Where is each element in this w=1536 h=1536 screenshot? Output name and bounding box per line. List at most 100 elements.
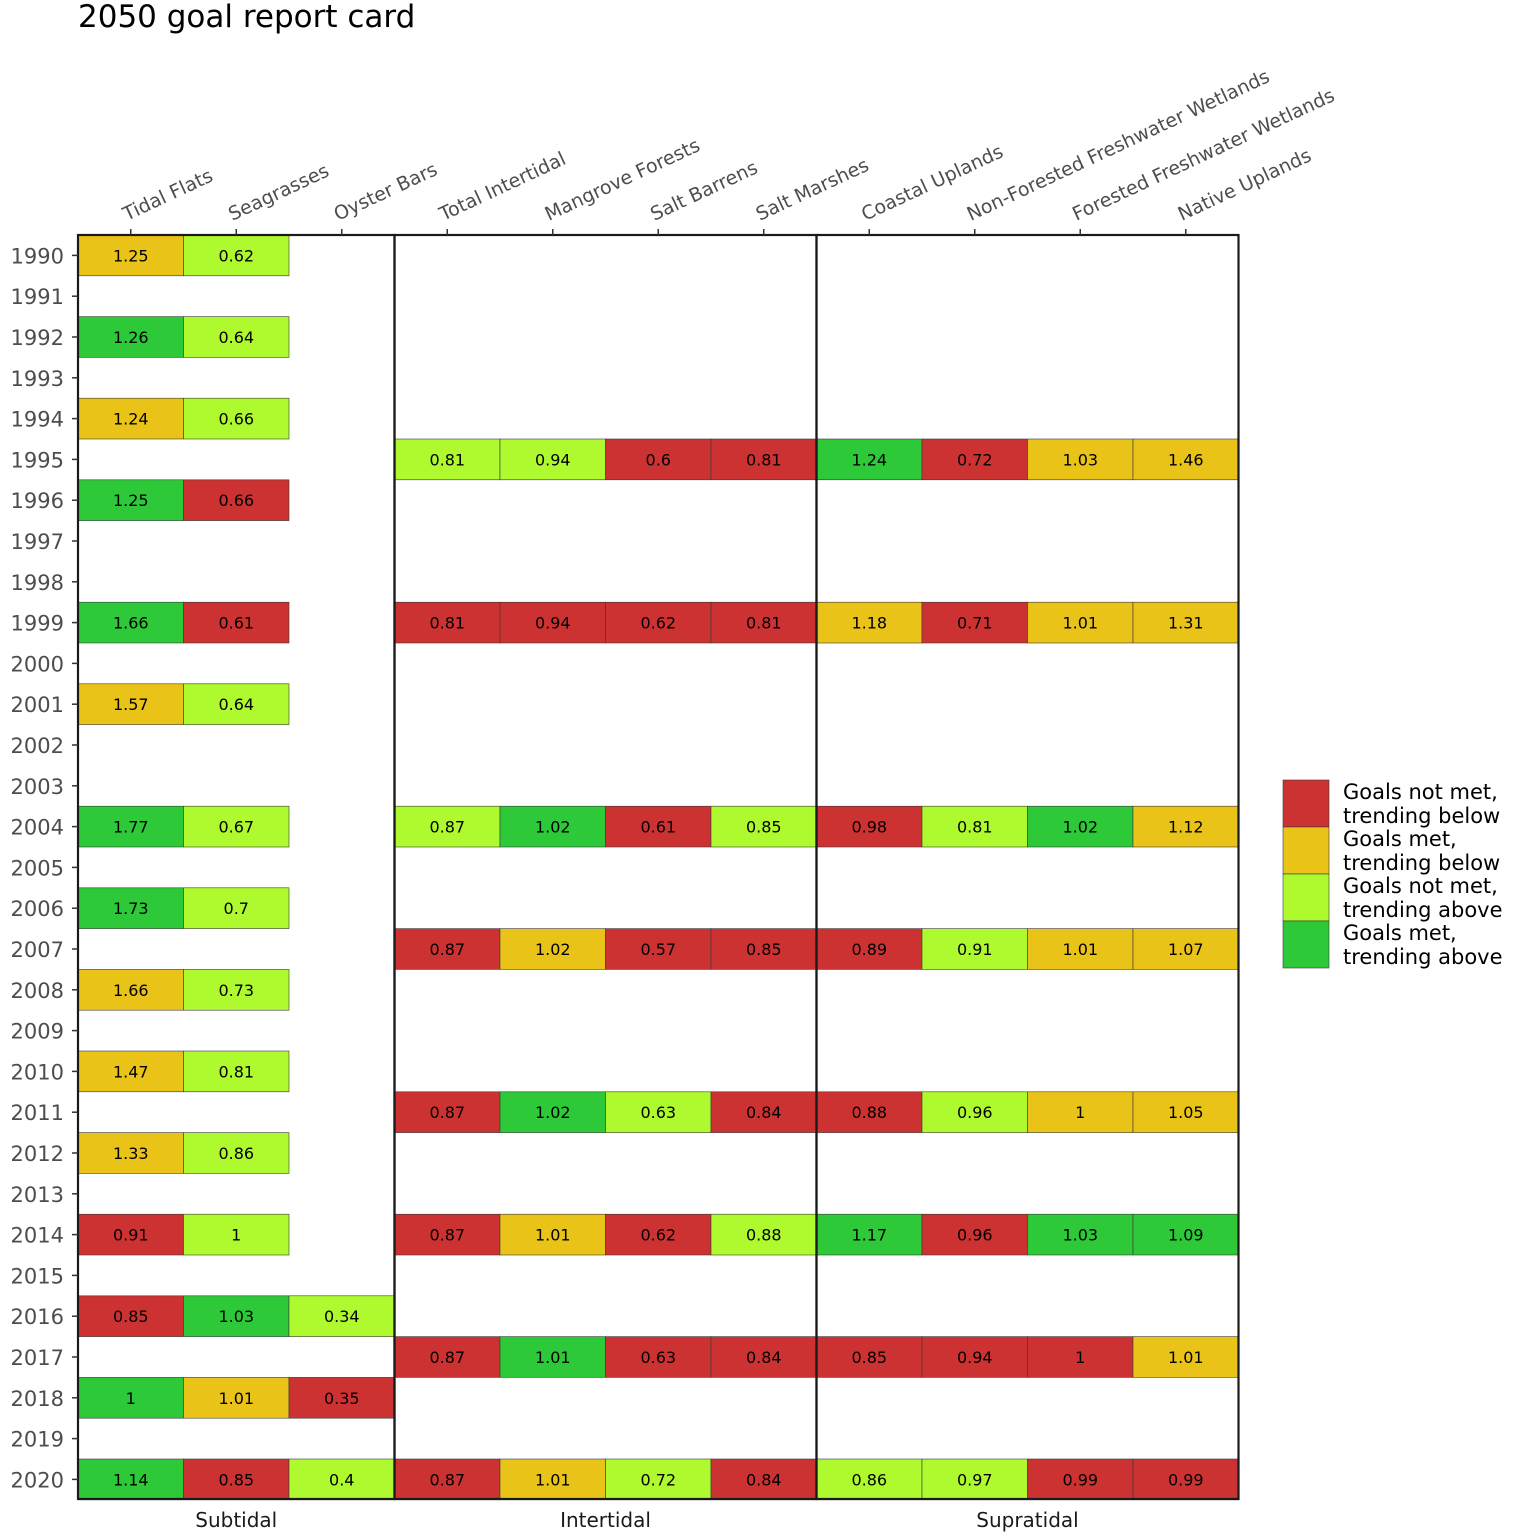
cell-value-label: 0.6 [646,450,671,469]
cell-value-label: 0.99 [1062,1470,1098,1489]
cell-value-label: 1.24 [113,410,149,429]
cell-2011-native-uplands [1132,1091,1239,1133]
cell-2014-native-uplands [1132,1213,1239,1256]
cell-1995-salt-marshes [710,438,817,481]
cell-value-label: 0.87 [429,1470,465,1489]
cell-value-label: 1.03 [1062,450,1098,469]
cell-value-label: 0.98 [851,818,887,837]
cell-2017-mangrove-forests [499,1336,606,1378]
cell-2016-oyster-bars [288,1295,395,1337]
cell-2014-forested-freshwater-wetlands [1027,1213,1134,1256]
cell-value-label: 1.26 [113,328,149,347]
cell-value-label: 0.81 [746,450,782,469]
cell-value-label: 0.61 [640,818,676,837]
cell-1999-salt-marshes [710,601,817,644]
cell-2018-seagrasses [183,1377,290,1419]
facet-label-subtidal: Subtidal [195,1508,277,1532]
cell-value-label: 0.81 [429,614,465,633]
cell-2007-coastal-uplands [816,928,923,970]
legend-label-line1: Goals met, [1343,921,1457,945]
x-tick-label-salt-marshes: Salt Marshes [753,154,873,225]
cell-value-label: 0.84 [746,1348,782,1367]
cell-2020-oyster-bars [288,1458,395,1501]
legend-label-line2: trending below [1343,851,1500,875]
cell-2004-forested-freshwater-wetlands [1027,805,1134,848]
cell-value-label: 1.31 [1168,614,1204,633]
legend-label-line2: trending above [1343,898,1503,922]
x-tick-label-tidal-flats: Tidal Flats [119,165,217,226]
cell-value-label: 0.87 [429,818,465,837]
cell-2014-mangrove-forests [499,1213,606,1256]
cell-value-label: 0.61 [218,614,254,633]
cell-2016-seagrasses [183,1295,290,1337]
cell-2011-mangrove-forests [499,1091,606,1133]
cell-value-label: 0.85 [746,818,782,837]
cell-value-label: 1.66 [113,614,149,633]
cell-value-label: 0.94 [535,614,571,633]
cell-value-label: 0.63 [640,1103,676,1122]
facet-label-supratidal: Supratidal [976,1508,1078,1532]
cell-value-label: 0.85 [746,940,782,959]
chart-title: 2050 goal report card [78,0,415,35]
cell-value-label: 0.85 [113,1307,149,1326]
cell-2001-tidal-flats [77,683,184,725]
y-tick-label-2011: 2011 [11,1101,64,1125]
y-tick-label-1995: 1995 [11,448,64,472]
cell-value-label: 0.94 [535,450,571,469]
cell-value-label: 0.71 [957,614,993,633]
cell-2007-total-intertidal [394,928,501,970]
cell-value-label: 0.81 [957,818,993,837]
cell-value-label: 0.66 [218,410,254,429]
legend-label-line1: Goals not met, [1343,780,1498,804]
cell-2017-forested-freshwater-wetlands [1027,1336,1134,1378]
cell-2017-total-intertidal [394,1336,501,1378]
cell-value-label: 0.85 [851,1348,887,1367]
cell-1990-seagrasses [183,234,290,277]
cell-1999-salt-barrens [605,601,712,644]
cell-2014-salt-marshes [710,1213,817,1256]
cell-value-label: 0.87 [429,1103,465,1122]
cell-1999-total-intertidal [394,601,501,644]
cell-1999-mangrove-forests [499,601,606,644]
cell-value-label: 0.64 [218,328,254,347]
cell-value-label: 0.87 [429,1226,465,1245]
cell-value-label: 1.01 [535,1348,571,1367]
cell-2007-forested-freshwater-wetlands [1027,928,1134,970]
cell-1994-seagrasses [183,397,290,440]
cell-value-label: 1.57 [113,695,149,714]
cell-value-label: 1.17 [851,1226,887,1245]
cell-value-label: 0.87 [429,1348,465,1367]
cell-value-label: 0.62 [640,614,676,633]
cell-value-label: 1.73 [113,899,149,918]
cell-1992-tidal-flats [77,316,184,358]
cell-value-label: 1.47 [113,1062,149,1081]
cell-value-label: 0.62 [640,1226,676,1245]
y-tick-label-2003: 2003 [11,775,64,799]
y-tick-label-2007: 2007 [11,938,64,962]
cell-value-label: 0.84 [746,1103,782,1122]
cell-value-label: 1.01 [1168,1348,1204,1367]
cell-1999-tidal-flats [77,601,184,644]
cell-value-label: 1.07 [1168,940,1204,959]
cell-2004-total-intertidal [394,805,501,848]
legend-label-line2: trending below [1343,804,1500,828]
x-tick-label-seagrasses: Seagrasses [225,160,332,226]
cell-value-label: 0.91 [957,940,993,959]
cell-value-label: 1 [1075,1348,1085,1367]
y-tick-label-2014: 2014 [11,1224,64,1248]
cell-value-label: 0.94 [957,1348,993,1367]
cell-value-label: 0.34 [324,1307,360,1326]
y-tick-label-2020: 2020 [11,1468,64,1492]
cell-2020-forested-freshwater-wetlands [1027,1458,1134,1501]
cell-value-label: 0.87 [429,940,465,959]
cell-value-label: 1.25 [113,491,149,510]
cell-value-label: 0.7 [224,899,249,918]
y-tick-label-2009: 2009 [11,1020,64,1044]
cell-2004-seagrasses [183,805,290,848]
y-tick-label-2002: 2002 [11,734,64,758]
y-tick-label-1993: 1993 [11,367,64,391]
cell-value-label: 0.91 [113,1226,149,1245]
cell-value-label: 1.14 [113,1470,149,1489]
cell-2017-salt-barrens [605,1336,712,1378]
